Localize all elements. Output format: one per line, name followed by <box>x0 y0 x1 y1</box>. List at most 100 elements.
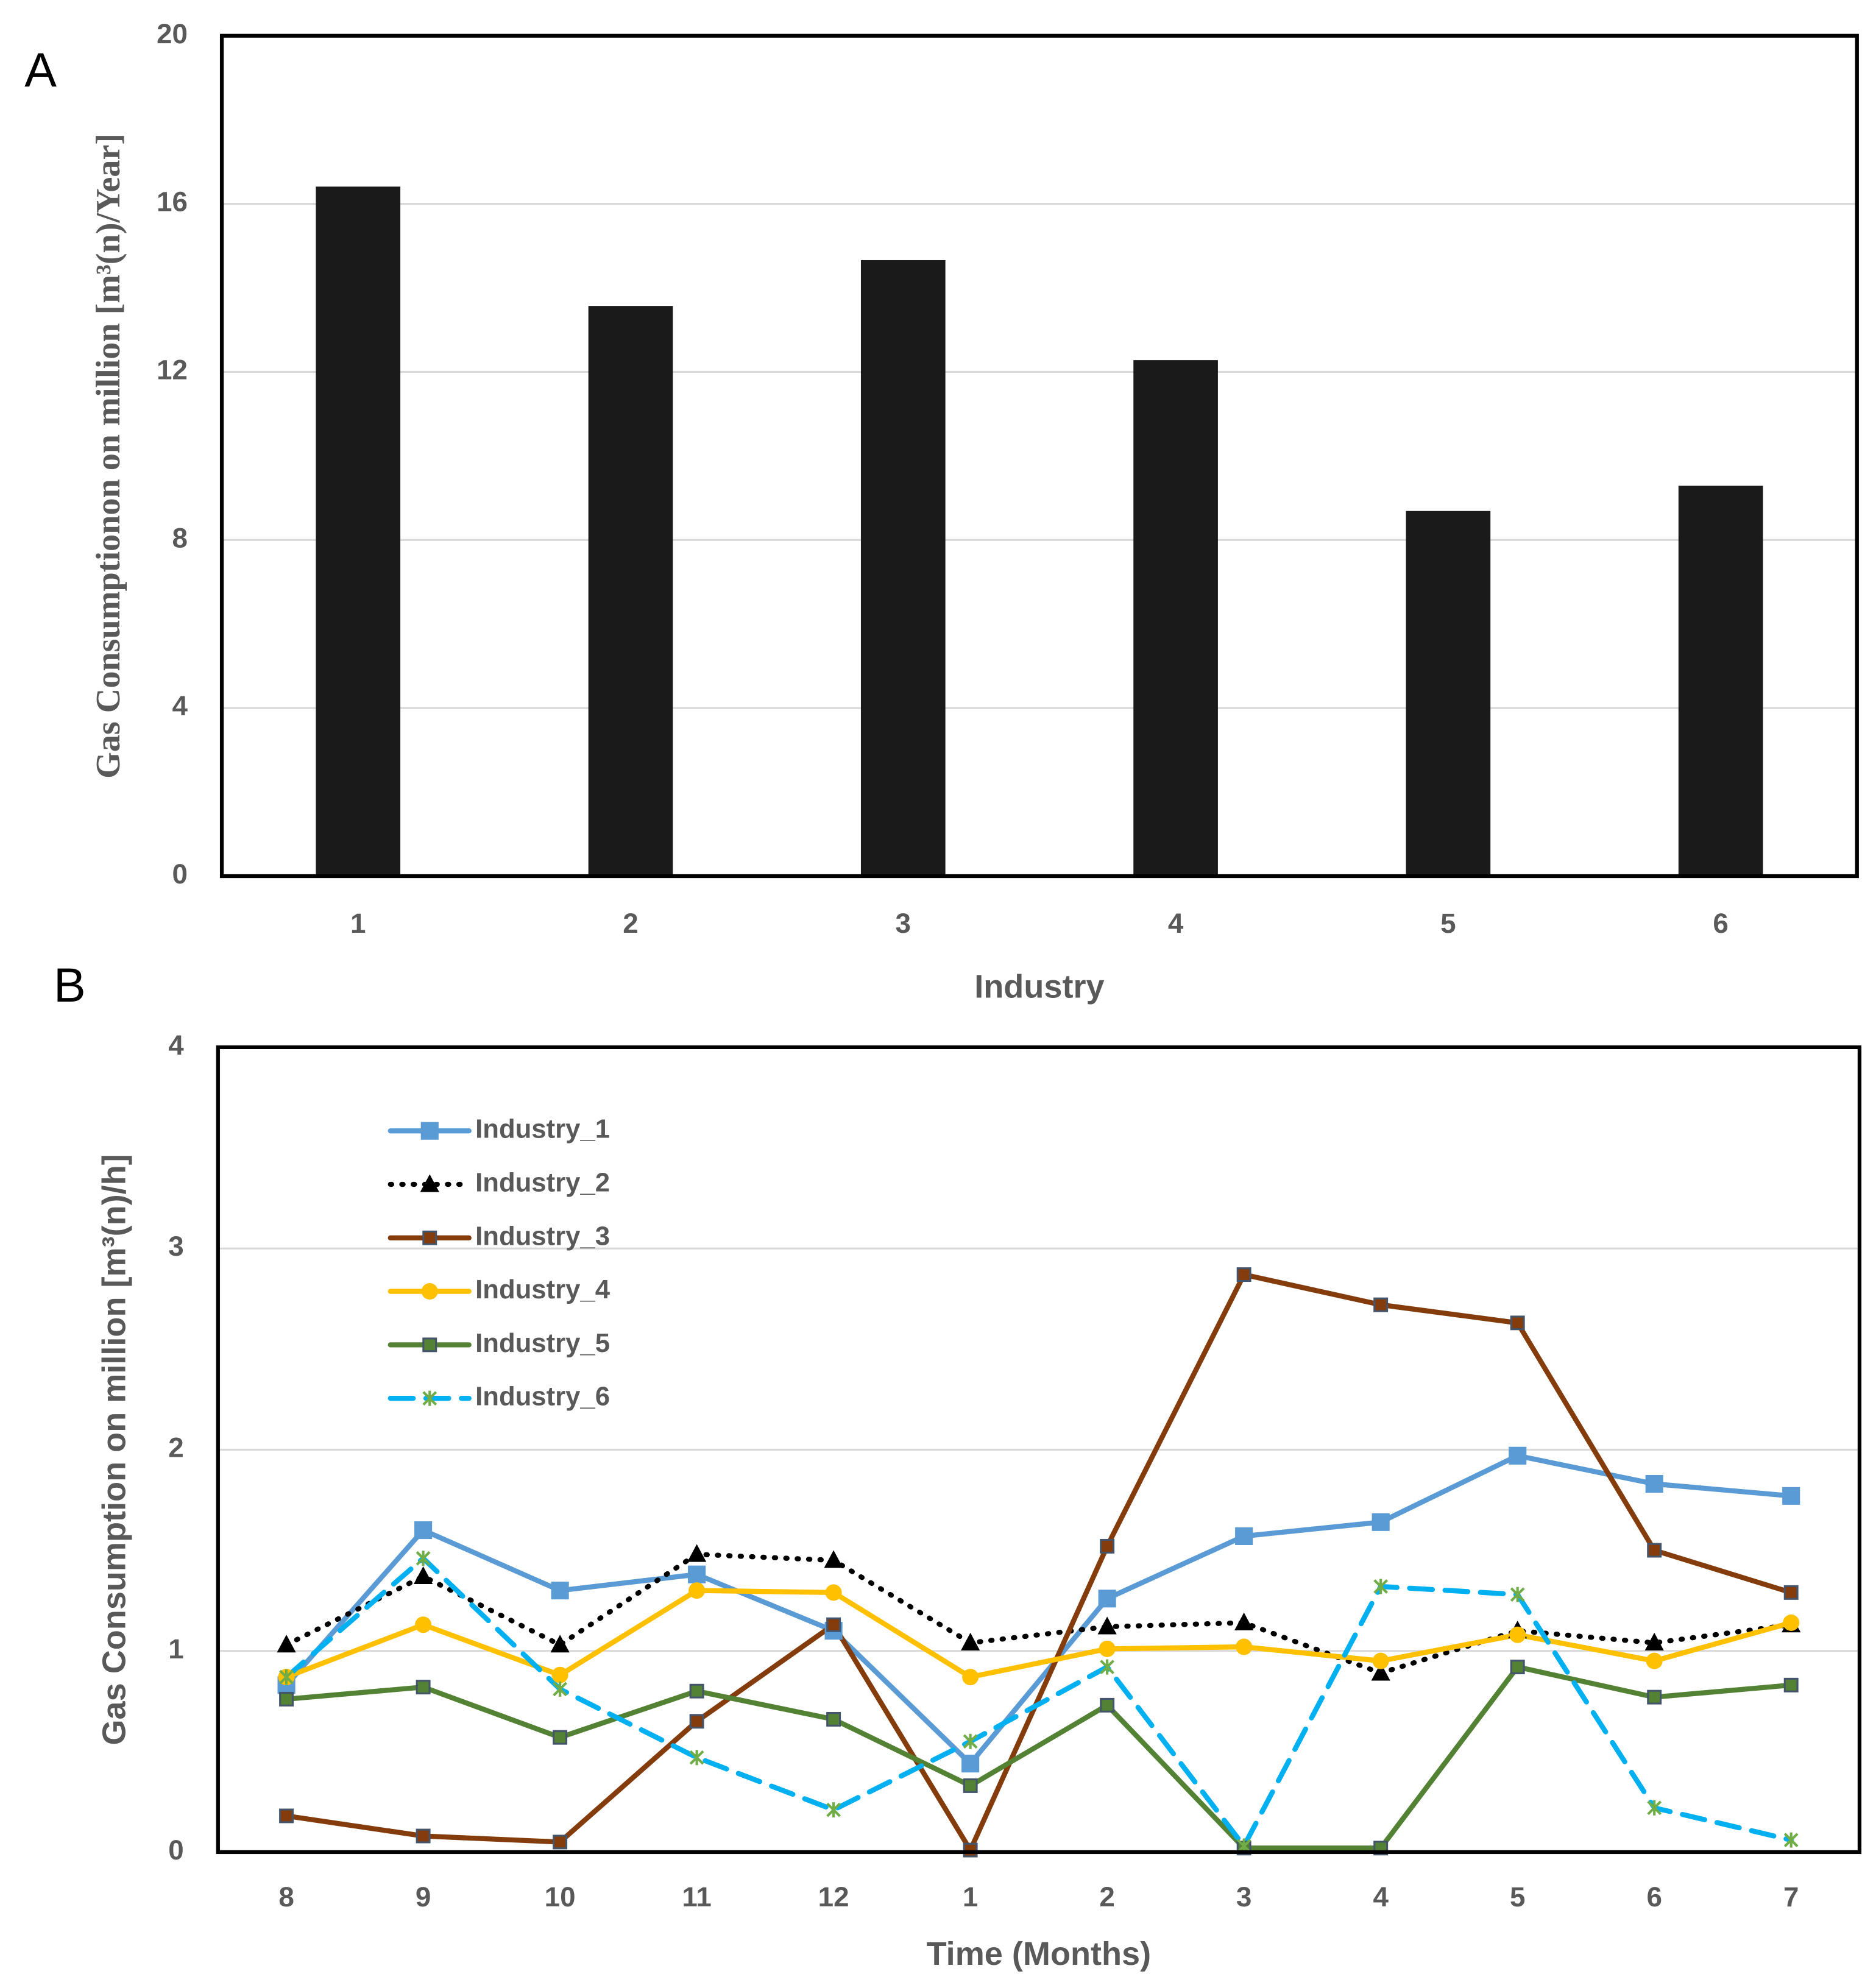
marker <box>1783 1832 1799 1848</box>
x-tick-label: 1 <box>963 1881 978 1912</box>
marker <box>1097 1616 1117 1635</box>
panel-label: B <box>54 958 86 1012</box>
y-tick-label: 3 <box>168 1231 183 1262</box>
marker <box>825 1584 842 1601</box>
marker <box>553 1834 568 1850</box>
legend-marker <box>422 1337 437 1353</box>
marker <box>1644 1632 1664 1650</box>
x-tick-label: 2 <box>1099 1881 1114 1912</box>
x-tick-label: 5 <box>1510 1881 1525 1912</box>
y-tick-label: 4 <box>168 1030 184 1061</box>
x-tick-label: 3 <box>896 908 911 939</box>
marker <box>963 1842 978 1858</box>
marker <box>1647 1543 1662 1558</box>
bar <box>588 306 673 877</box>
marker <box>1372 1513 1390 1531</box>
x-tick-label: 4 <box>1373 1881 1389 1912</box>
marker <box>961 1632 980 1650</box>
x-tick-label: 5 <box>1440 908 1456 939</box>
marker <box>414 1521 433 1540</box>
bar <box>1678 486 1763 877</box>
marker <box>1509 1626 1526 1643</box>
x-tick-label: 10 <box>545 1881 576 1912</box>
marker <box>1099 1640 1116 1657</box>
y-tick-label: 12 <box>157 355 188 386</box>
marker <box>1647 1800 1662 1816</box>
x-tick-label: 9 <box>416 1881 431 1912</box>
marker <box>551 1582 569 1600</box>
series-line <box>283 1453 1794 1766</box>
marker <box>1234 1612 1254 1630</box>
y-tick-label: 20 <box>157 18 188 49</box>
marker <box>1236 1638 1253 1655</box>
marker <box>824 1550 843 1568</box>
marker <box>689 1683 704 1699</box>
marker <box>1509 1446 1527 1465</box>
series-line <box>283 1551 1794 1676</box>
marker <box>1372 1652 1389 1669</box>
bar <box>860 260 946 877</box>
x-tick-label: 1 <box>350 908 366 939</box>
y-tick-label: 0 <box>172 858 187 890</box>
marker <box>416 1828 431 1844</box>
legend-marker <box>420 1174 439 1192</box>
x-tick-label: 2 <box>623 908 638 939</box>
marker <box>1510 1587 1525 1602</box>
legend-label: Industry_4 <box>475 1275 611 1304</box>
x-tick-label: 6 <box>1646 1881 1662 1912</box>
marker <box>1371 1663 1390 1681</box>
y-tick-label: 4 <box>172 690 188 721</box>
marker <box>416 1551 431 1566</box>
x-tick-label: 6 <box>1713 908 1728 939</box>
marker <box>826 1617 841 1632</box>
marker <box>1646 1652 1663 1669</box>
marker <box>962 1669 979 1686</box>
legend-label: Industry_5 <box>475 1328 610 1358</box>
marker <box>688 1582 706 1599</box>
marker <box>279 1808 294 1824</box>
marker <box>1645 1474 1663 1493</box>
marker <box>415 1616 432 1633</box>
marker <box>550 1635 570 1653</box>
marker <box>553 1730 568 1745</box>
y-tick-label: 8 <box>172 522 187 553</box>
marker <box>1098 1590 1116 1608</box>
marker <box>688 1565 706 1583</box>
legend-label: Industry_3 <box>475 1221 610 1251</box>
marker <box>416 1680 431 1695</box>
marker <box>279 1669 294 1685</box>
series-line <box>283 1664 1794 1851</box>
marker <box>1100 1697 1115 1713</box>
x-tick-label: 7 <box>1783 1881 1799 1912</box>
legend-marker <box>422 1230 437 1245</box>
marker <box>689 1750 704 1766</box>
legend-label: Industry_6 <box>475 1382 610 1412</box>
x-tick-label: 4 <box>1168 908 1184 939</box>
legend-marker <box>420 1122 439 1140</box>
x-tick-label: 3 <box>1236 1881 1251 1912</box>
marker <box>826 1711 841 1727</box>
marker <box>279 1691 294 1707</box>
plot-frame <box>219 34 1859 879</box>
marker <box>1510 1660 1525 1675</box>
x-tick-label: 8 <box>278 1881 294 1912</box>
x-tick-label: 11 <box>682 1881 711 1912</box>
marker <box>687 1544 707 1562</box>
y-axis-title: Gas Consumption on million [m³(n)/h] <box>96 1154 133 1745</box>
marker <box>961 1755 980 1773</box>
marker <box>1373 1579 1389 1594</box>
marker <box>1100 1659 1115 1675</box>
marker <box>1373 1297 1389 1312</box>
legend-label: Industry_1 <box>475 1114 610 1144</box>
marker <box>551 1666 568 1683</box>
marker <box>1647 1689 1662 1705</box>
x-tick-label: 12 <box>818 1881 849 1912</box>
marker <box>1100 1538 1115 1554</box>
y-tick-label: 0 <box>168 1834 183 1866</box>
marker <box>553 1681 567 1697</box>
plot-frame <box>216 1045 1862 1855</box>
x-axis-title: Industry <box>974 968 1104 1005</box>
marker <box>1236 1267 1251 1282</box>
panel-label: A <box>24 43 57 97</box>
